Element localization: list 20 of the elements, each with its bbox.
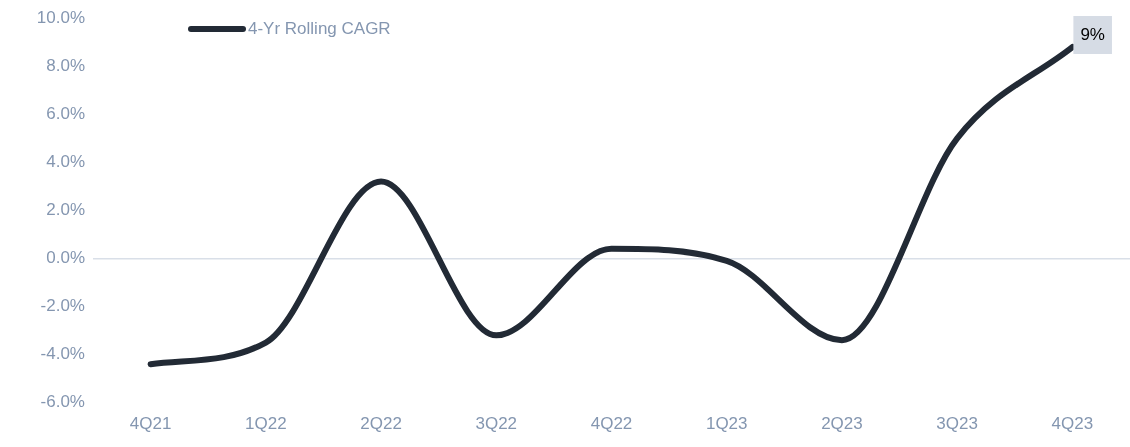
x-tick-label: 4Q22 <box>590 414 633 434</box>
y-tick-label: -4.0% <box>40 344 85 364</box>
x-tick-label: 4Q21 <box>129 414 172 434</box>
x-tick-label: 3Q23 <box>936 414 978 434</box>
y-tick-label: 4.0% <box>46 152 85 172</box>
y-tick-label: 2.0% <box>46 200 85 220</box>
y-tick-label: 8.0% <box>46 55 85 75</box>
y-tick-label: 0.0% <box>46 248 85 268</box>
x-tick-label: 2Q23 <box>821 414 863 434</box>
y-tick-label: 10.0% <box>36 7 85 27</box>
x-tick-label: 1Q22 <box>245 414 287 434</box>
x-tick-label: 4Q23 <box>1051 414 1094 434</box>
y-tick-label: 6.0% <box>46 103 85 123</box>
x-tick-label: 3Q22 <box>475 414 518 434</box>
y-tick-label: -2.0% <box>40 296 85 316</box>
legend-label: 4-Yr Rolling CAGR <box>248 19 391 39</box>
y-tick-label: -6.0% <box>40 392 85 412</box>
x-tick-label: 2Q22 <box>360 414 402 434</box>
x-tick-label: 1Q23 <box>705 414 748 434</box>
data-label: 9% <box>1080 24 1105 44</box>
